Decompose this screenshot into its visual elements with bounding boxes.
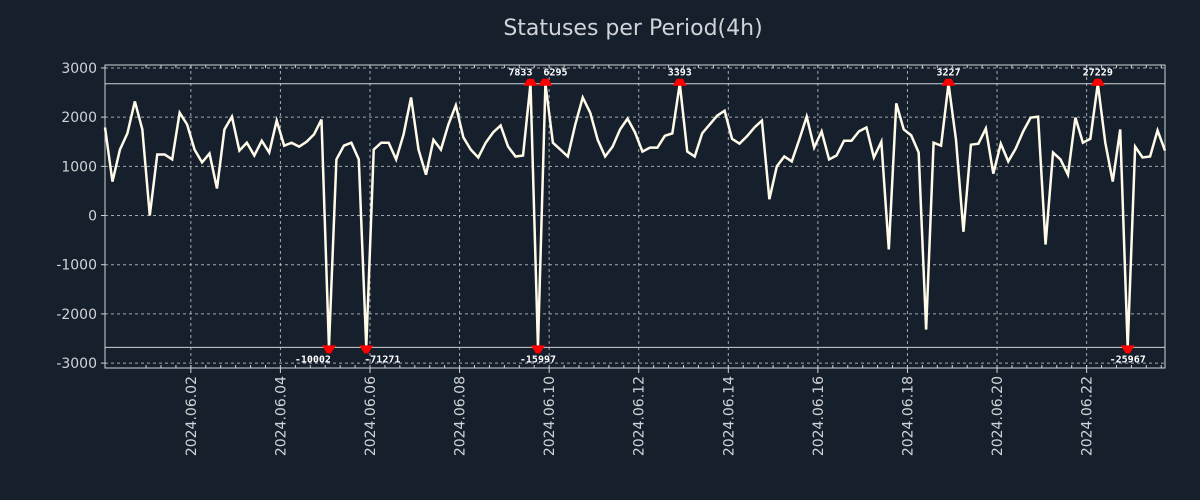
chart-title: Statuses per Period(4h): [503, 16, 763, 41]
plot-frame: [104, 64, 1166, 369]
x-tick-label: 2024.06.20: [990, 376, 1006, 456]
overflow-value-label: -15997: [520, 354, 556, 365]
overflow-up-marker: [1090, 78, 1105, 86]
y-tick-label: -3000: [56, 356, 97, 372]
x-tick-label: 2024.06.04: [273, 376, 289, 456]
overflow-down-marker: [321, 345, 336, 354]
overflow-value-label: 7833: [508, 68, 532, 79]
overflow-down-marker: [1120, 345, 1135, 354]
x-tick-label: 2024.06.06: [363, 376, 379, 456]
y-tick-label: 0: [88, 209, 97, 225]
overflow-value-label: -71271: [364, 354, 400, 365]
x-tick-label: 2024.06.14: [721, 376, 737, 456]
overflow-value-label: 3393: [668, 68, 692, 79]
overflow-down-marker: [530, 345, 545, 354]
x-tick-label: 2024.06.18: [900, 376, 916, 456]
overflow-value-label: 3227: [936, 68, 960, 79]
y-tick-label: -1000: [56, 258, 97, 274]
x-tick-label: 2024.06.22: [1080, 376, 1096, 456]
y-tick-label: 2000: [61, 110, 97, 126]
overflow-value-label: -10002: [295, 354, 331, 365]
x-tick-label: 2024.06.16: [811, 376, 827, 456]
y-tick-label: 3000: [61, 61, 97, 77]
y-tick-label: -2000: [56, 307, 97, 323]
series-line: [103, 83, 1167, 348]
x-tick-label: 2024.06.10: [542, 376, 558, 456]
overflow-value-label: 27229: [1083, 68, 1113, 79]
overflow-up-marker: [523, 78, 538, 86]
overflow-value-label: -25967: [1110, 354, 1146, 365]
overflow-value-label: 6295: [543, 68, 567, 79]
overflow-up-marker: [941, 78, 956, 86]
x-tick-label: 2024.06.08: [453, 376, 469, 456]
x-tick-label: 2024.06.12: [632, 376, 648, 456]
overflow-up-marker: [538, 78, 553, 86]
y-tick-label: 1000: [61, 159, 97, 175]
x-tick-label: 2024.06.02: [184, 376, 200, 456]
overflow-down-marker: [359, 345, 374, 354]
overflow-up-marker: [672, 78, 687, 86]
